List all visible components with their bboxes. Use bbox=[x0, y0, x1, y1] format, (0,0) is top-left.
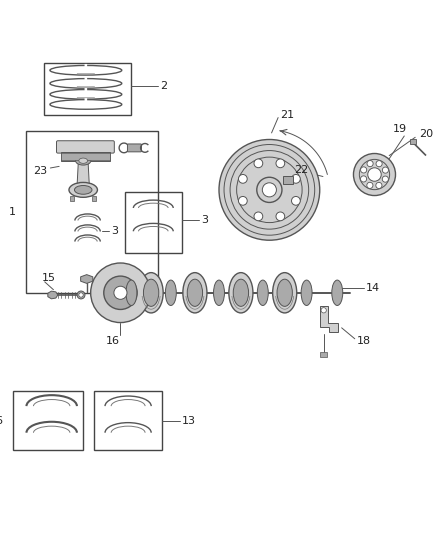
Text: 2: 2 bbox=[160, 82, 167, 92]
Bar bbox=[125, 192, 182, 253]
Circle shape bbox=[321, 308, 326, 313]
FancyBboxPatch shape bbox=[127, 144, 141, 152]
Ellipse shape bbox=[139, 273, 163, 313]
Bar bbox=[70, 196, 74, 201]
Circle shape bbox=[238, 174, 247, 183]
Bar bbox=[410, 139, 416, 144]
Bar bbox=[92, 196, 96, 201]
Circle shape bbox=[353, 154, 396, 196]
Circle shape bbox=[376, 160, 382, 167]
Circle shape bbox=[376, 182, 382, 189]
Bar bbox=[94, 391, 162, 450]
Ellipse shape bbox=[272, 273, 297, 313]
Ellipse shape bbox=[126, 280, 137, 305]
Text: 15: 15 bbox=[42, 273, 56, 284]
Circle shape bbox=[262, 183, 276, 197]
Circle shape bbox=[360, 167, 367, 173]
Circle shape bbox=[367, 182, 373, 189]
Circle shape bbox=[254, 212, 263, 221]
Ellipse shape bbox=[79, 293, 83, 297]
Text: 3: 3 bbox=[201, 215, 208, 224]
Circle shape bbox=[292, 174, 300, 183]
Ellipse shape bbox=[183, 273, 207, 313]
Text: 19: 19 bbox=[393, 124, 407, 134]
Bar bbox=[44, 63, 131, 115]
Text: 18: 18 bbox=[357, 336, 371, 346]
Circle shape bbox=[292, 197, 300, 205]
Ellipse shape bbox=[77, 291, 85, 299]
Bar bbox=[61, 153, 110, 160]
Ellipse shape bbox=[277, 279, 293, 306]
Circle shape bbox=[104, 276, 137, 310]
Ellipse shape bbox=[332, 280, 343, 305]
Text: 21: 21 bbox=[280, 110, 294, 120]
Ellipse shape bbox=[187, 279, 202, 306]
Circle shape bbox=[382, 167, 389, 173]
Ellipse shape bbox=[229, 273, 253, 313]
Bar bbox=[13, 391, 83, 450]
Ellipse shape bbox=[301, 280, 312, 305]
Ellipse shape bbox=[69, 182, 97, 197]
Circle shape bbox=[238, 197, 247, 205]
Text: 3: 3 bbox=[112, 227, 119, 237]
Text: 1: 1 bbox=[9, 207, 16, 217]
Text: 6: 6 bbox=[0, 416, 3, 426]
Bar bbox=[61, 152, 110, 161]
Polygon shape bbox=[320, 306, 338, 332]
Polygon shape bbox=[77, 161, 89, 185]
Text: 17: 17 bbox=[95, 274, 110, 284]
Ellipse shape bbox=[257, 280, 268, 305]
Circle shape bbox=[219, 140, 320, 240]
Bar bbox=[26, 131, 158, 293]
Ellipse shape bbox=[166, 280, 176, 305]
Bar bbox=[283, 176, 293, 184]
Circle shape bbox=[276, 159, 285, 168]
Text: 16: 16 bbox=[106, 336, 120, 346]
Polygon shape bbox=[81, 274, 93, 284]
Circle shape bbox=[257, 177, 282, 203]
Ellipse shape bbox=[74, 185, 92, 194]
Circle shape bbox=[276, 212, 285, 221]
Text: 13: 13 bbox=[182, 416, 196, 426]
Circle shape bbox=[360, 176, 367, 182]
Circle shape bbox=[91, 263, 150, 322]
Polygon shape bbox=[48, 291, 58, 299]
Circle shape bbox=[367, 160, 373, 167]
Circle shape bbox=[368, 168, 381, 181]
Ellipse shape bbox=[79, 158, 88, 163]
Circle shape bbox=[114, 286, 127, 300]
Ellipse shape bbox=[233, 279, 249, 306]
Circle shape bbox=[382, 176, 389, 182]
Text: 22: 22 bbox=[294, 165, 309, 175]
Text: 20: 20 bbox=[420, 129, 434, 139]
Circle shape bbox=[254, 159, 263, 168]
Ellipse shape bbox=[143, 279, 159, 306]
Ellipse shape bbox=[75, 156, 91, 165]
Text: 14: 14 bbox=[366, 284, 380, 293]
FancyBboxPatch shape bbox=[57, 141, 114, 153]
Text: 23: 23 bbox=[33, 166, 47, 176]
Ellipse shape bbox=[214, 280, 224, 305]
Bar bbox=[320, 352, 327, 357]
